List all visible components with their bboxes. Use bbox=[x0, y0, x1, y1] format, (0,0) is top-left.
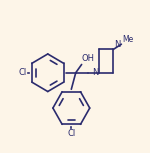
Text: Cl: Cl bbox=[67, 129, 75, 138]
Text: Cl: Cl bbox=[19, 68, 27, 77]
Text: N: N bbox=[92, 68, 99, 77]
Text: N: N bbox=[114, 40, 120, 49]
Text: OH: OH bbox=[82, 54, 95, 63]
Text: Me: Me bbox=[122, 35, 133, 44]
